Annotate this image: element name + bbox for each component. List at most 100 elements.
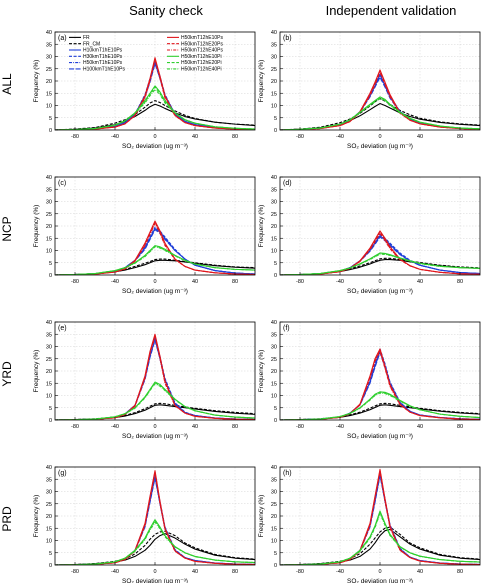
x-tick-label: -40 <box>111 424 119 430</box>
y-tick-label: 0 <box>49 563 52 569</box>
y-tick-label: 25 <box>271 357 277 363</box>
series-line-fr-cm <box>55 100 255 130</box>
x-axis-label: SO₂ deviation (ug m⁻³) <box>122 578 188 583</box>
y-tick-label: 15 <box>271 381 277 387</box>
x-tick-label: 80 <box>232 424 238 430</box>
series-line-h50kmt12he40ps <box>55 336 255 420</box>
x-tick-label: -80 <box>71 279 79 285</box>
x-axis-label: SO₂ deviation (ug m⁻³) <box>347 433 413 440</box>
y-tick-label: 35 <box>46 477 52 483</box>
y-tick-label: 30 <box>271 345 277 351</box>
y-tick-label: 20 <box>46 224 52 230</box>
x-tick-label: -40 <box>111 569 119 575</box>
series-line-h50kmt12he10ps <box>280 69 480 130</box>
legend-label-fr-cm: FR_CM <box>83 41 100 47</box>
x-tick-label: 0 <box>153 569 156 575</box>
y-tick-label: 20 <box>46 79 52 85</box>
x-tick-label: -80 <box>296 279 304 285</box>
series-line-h50kmt12he10ps <box>280 468 480 565</box>
x-tick-label: -80 <box>71 569 79 575</box>
panel-label: (e) <box>58 325 67 332</box>
x-tick-label: 40 <box>417 279 423 285</box>
panel-a: -80 -40 0 40 80 0 5 10 15 20 25 30 35 40 SO₂ deviation… <box>33 30 256 150</box>
y-tick-label: 35 <box>46 332 52 338</box>
row-title-ncp: NCP <box>0 216 14 241</box>
y-tick-label: 25 <box>46 502 52 508</box>
y-tick-label: 20 <box>271 224 277 230</box>
legend-label-h50kmt12he10pi: H50kmT12hE10Pi <box>181 54 222 60</box>
y-tick-label: 35 <box>271 477 277 483</box>
row-title-prd: PRD <box>0 506 14 532</box>
panel-label: (c) <box>58 180 66 187</box>
x-tick-label: -80 <box>71 134 79 140</box>
y-axis-label: Frequency (%) <box>33 495 40 538</box>
x-tick-label: 0 <box>378 569 381 575</box>
y-tick-label: 35 <box>46 42 52 48</box>
y-tick-label: 5 <box>49 261 52 267</box>
panel-g: -80 -40 0 40 80 0 5 10 15 20 25 30 35 40 SO₂ deviation… <box>33 465 256 583</box>
y-tick-label: 30 <box>271 490 277 496</box>
y-tick-label: 35 <box>46 187 52 193</box>
y-axis-label: Frequency (%) <box>258 495 265 538</box>
series-line-h50kmt12he40pi <box>280 253 480 275</box>
y-tick-label: 10 <box>46 249 52 255</box>
series-line-h50kmt12he40pi <box>280 98 480 130</box>
y-tick-label: 20 <box>271 79 277 85</box>
series-line-h50kmt12he40ps <box>280 232 480 275</box>
x-tick-label: 0 <box>153 134 156 140</box>
x-tick-label: 40 <box>417 424 423 430</box>
x-tick-label: 40 <box>192 134 198 140</box>
y-tick-label: 25 <box>46 212 52 218</box>
y-tick-label: 10 <box>271 104 277 110</box>
x-tick-label: 40 <box>192 279 198 285</box>
y-tick-label: 40 <box>46 320 52 326</box>
x-tick-label: -40 <box>336 134 344 140</box>
y-tick-label: 20 <box>271 514 277 520</box>
y-tick-label: 35 <box>271 332 277 338</box>
y-tick-label: 5 <box>274 551 277 557</box>
y-tick-label: 10 <box>271 249 277 255</box>
y-tick-label: 0 <box>274 563 277 569</box>
y-tick-label: 35 <box>271 187 277 193</box>
y-axis-label: Frequency (%) <box>258 60 265 103</box>
y-tick-label: 0 <box>274 273 277 279</box>
legend-label-h50kmt12he40pi: H50kmT12hE40Pi <box>181 67 222 73</box>
legend-label-h50kmt1he10ps: H50kmT1hE10Ps <box>83 60 123 66</box>
series-line-h50kmt12he20ps <box>280 70 480 130</box>
series-line-h50kmt12he10ps <box>55 470 255 565</box>
y-tick-label: 15 <box>46 91 52 97</box>
y-tick-label: 5 <box>274 406 277 412</box>
y-tick-label: 40 <box>271 175 277 181</box>
x-tick-label: -40 <box>111 279 119 285</box>
y-axis-label: Frequency (%) <box>33 60 40 103</box>
column-title-sanity-check: Sanity check <box>129 3 203 18</box>
x-tick-label: 80 <box>457 134 463 140</box>
column-title-independent-validation: Independent validation <box>326 3 457 18</box>
y-tick-label: 25 <box>271 67 277 73</box>
y-axis-label: Frequency (%) <box>258 205 265 248</box>
y-tick-label: 0 <box>49 273 52 279</box>
panel-h: -80 -40 0 40 80 0 5 10 15 20 25 30 35 40 SO₂ deviation… <box>258 465 481 583</box>
legend: FRFR_CMH10kmT1hE10PsH30kmT1hE10PsH50kmT1… <box>69 35 223 73</box>
y-tick-label: 15 <box>271 91 277 97</box>
x-tick-label: 0 <box>378 424 381 430</box>
y-tick-label: 10 <box>46 394 52 400</box>
x-axis-label: SO₂ deviation (ug m⁻³) <box>347 143 413 150</box>
legend-label-h50kmt12he10ps: H50kmT12hE10Ps <box>181 35 223 41</box>
series-line-h50kmt12he40ps <box>280 471 480 565</box>
x-axis-label: SO₂ deviation (ug m⁻³) <box>122 288 188 295</box>
y-tick-label: 40 <box>271 320 277 326</box>
x-tick-label: 80 <box>232 569 238 575</box>
legend-label-fr: FR <box>83 35 90 41</box>
y-tick-label: 25 <box>271 502 277 508</box>
x-tick-label: 0 <box>378 134 381 140</box>
series-line-h50kmt12he40ps <box>55 223 255 275</box>
x-axis-label: SO₂ deviation (ug m⁻³) <box>122 433 188 440</box>
y-tick-label: 0 <box>49 418 52 424</box>
panel-label: (d) <box>283 180 292 187</box>
y-tick-label: 40 <box>46 175 52 181</box>
legend-label-h50kmt12he20ps: H50kmT12hE20Ps <box>181 41 223 47</box>
y-tick-label: 10 <box>46 104 52 110</box>
y-tick-label: 30 <box>46 345 52 351</box>
